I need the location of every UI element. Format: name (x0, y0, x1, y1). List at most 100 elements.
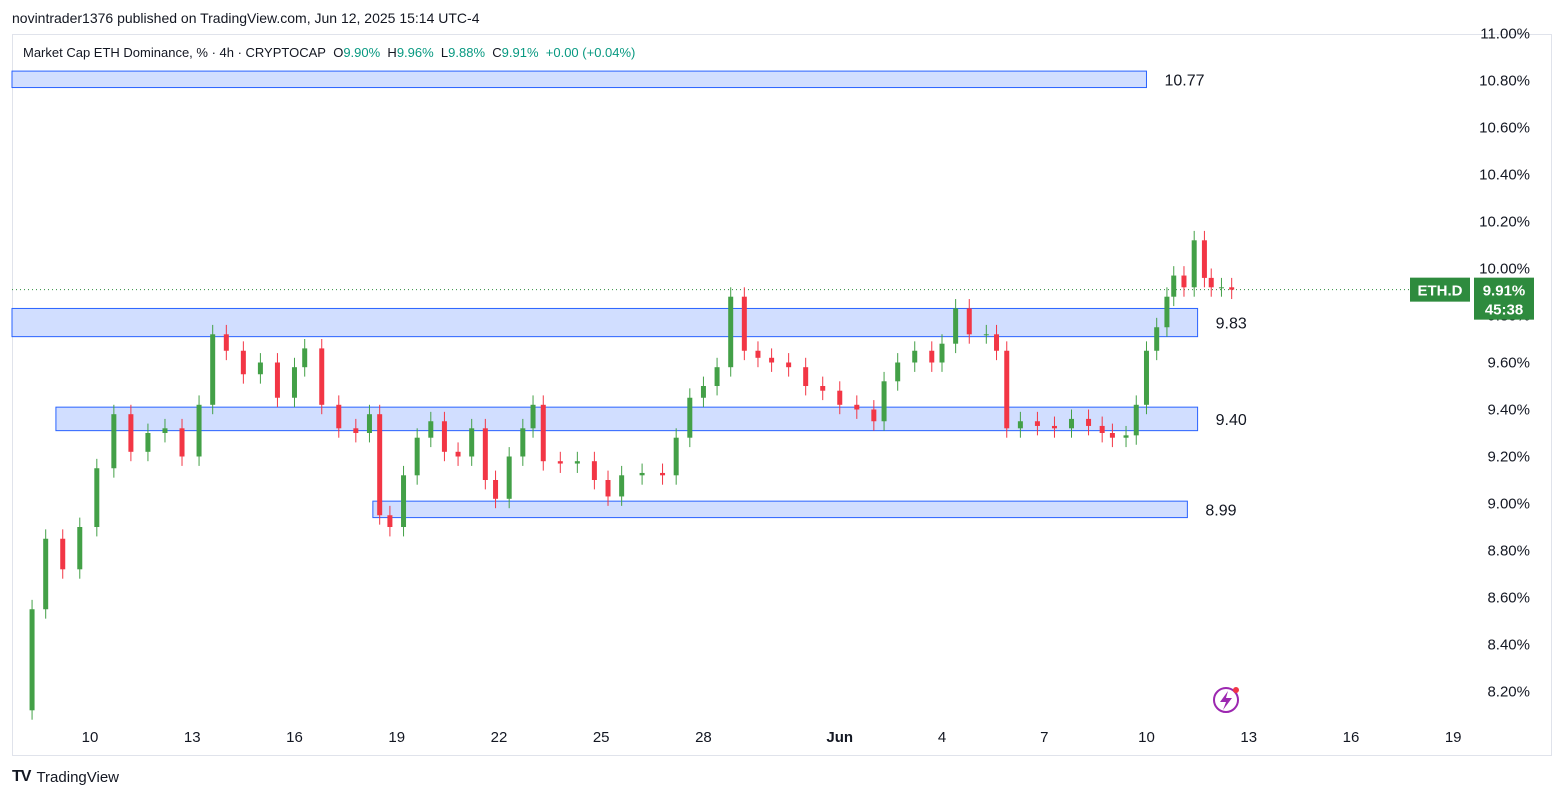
candle-body[interactable] (953, 308, 959, 344)
candle-body[interactable] (1099, 425, 1105, 433)
zone-rect[interactable] (372, 500, 1188, 519)
y-axis-tick-label: 8.60% (1487, 590, 1530, 607)
tradingview-footer[interactable]: TV TradingView (12, 768, 119, 786)
legend-change: +0.00 (+0.04%) (545, 45, 636, 60)
candle-body[interactable] (210, 334, 216, 405)
candle-body[interactable] (377, 414, 383, 516)
candle-body[interactable] (755, 350, 761, 358)
candle-body[interactable] (557, 461, 563, 464)
chart-pane[interactable] (12, 34, 1552, 756)
zone-rect[interactable] (11, 307, 1199, 338)
candle-body[interactable] (387, 515, 393, 527)
candle-body[interactable] (619, 475, 625, 497)
candle-body[interactable] (540, 404, 546, 462)
candle-body[interactable] (493, 480, 499, 499)
candle-body[interactable] (469, 428, 475, 457)
lightning-icon[interactable] (1213, 687, 1239, 713)
candle-body[interactable] (769, 357, 775, 363)
candle-body[interactable] (60, 538, 66, 570)
candle-body[interactable] (1086, 418, 1092, 426)
candle-body[interactable] (714, 367, 720, 386)
candle-body[interactable] (1218, 287, 1224, 289)
candle-body[interactable] (94, 468, 100, 527)
candle-body[interactable] (700, 386, 706, 398)
candle-body[interactable] (428, 421, 434, 438)
candle-body[interactable] (871, 409, 877, 422)
candle-body[interactable] (455, 451, 461, 457)
candle-body[interactable] (1051, 425, 1057, 429)
candle-body[interactable] (43, 538, 49, 610)
candle-body[interactable] (741, 296, 747, 351)
candle-body[interactable] (994, 334, 1000, 351)
candle-body[interactable] (820, 386, 826, 391)
candle-body[interactable] (786, 362, 792, 368)
candle-body[interactable] (77, 527, 83, 570)
candle-body[interactable] (639, 472, 645, 476)
candle-body[interactable] (1069, 418, 1075, 429)
candle-body[interactable] (353, 428, 359, 433)
candle-body[interactable] (591, 461, 597, 480)
candle-body[interactable] (145, 433, 151, 452)
candle-body[interactable] (1133, 404, 1139, 436)
candle-body[interactable] (1017, 421, 1023, 429)
candle-body[interactable] (854, 404, 860, 410)
candle-body[interactable] (274, 362, 280, 398)
candle-body[interactable] (291, 367, 297, 398)
candle-body[interactable] (881, 381, 887, 422)
candle-body[interactable] (895, 362, 901, 382)
candle-body[interactable] (1109, 433, 1115, 438)
candle-body[interactable] (1201, 240, 1207, 278)
legend-high-value: 9.96% (396, 45, 434, 60)
candle-body[interactable] (240, 350, 246, 375)
candle-body[interactable] (1171, 275, 1177, 297)
candle-body[interactable] (401, 475, 407, 527)
candle-body[interactable] (605, 480, 611, 497)
candle-body[interactable] (414, 437, 420, 476)
candle-body[interactable] (929, 350, 935, 363)
candle-body[interactable] (728, 296, 734, 368)
candle-body[interactable] (1164, 296, 1170, 328)
candle-body[interactable] (966, 308, 972, 335)
candle-body[interactable] (912, 350, 918, 363)
zone-rect[interactable] (11, 70, 1147, 89)
candle-body[interactable] (336, 404, 342, 429)
candle-body[interactable] (128, 414, 134, 452)
candle-body[interactable] (530, 404, 536, 429)
candle-body[interactable] (1181, 275, 1187, 288)
candle-body[interactable] (983, 334, 989, 336)
candle-body[interactable] (29, 609, 35, 711)
candle-body[interactable] (1143, 350, 1149, 405)
candle-body[interactable] (257, 362, 263, 375)
candle-body[interactable] (939, 343, 945, 363)
candle-body[interactable] (179, 428, 185, 457)
candle-body[interactable] (673, 437, 679, 476)
y-axis-tick-label: 9.00% (1487, 496, 1530, 513)
candle-body[interactable] (319, 348, 325, 405)
candle-body[interactable] (302, 348, 308, 368)
candle-body[interactable] (1123, 435, 1129, 438)
candle-body[interactable] (1034, 421, 1040, 426)
candle-body[interactable] (196, 404, 202, 457)
candle-body[interactable] (660, 472, 666, 476)
candle-body[interactable] (366, 414, 372, 433)
candle-body[interactable] (162, 428, 168, 433)
candle-body[interactable] (1004, 350, 1010, 429)
candle-body[interactable] (687, 397, 693, 438)
candle-body[interactable] (803, 367, 809, 386)
candle-body[interactable] (1191, 240, 1197, 288)
candle-body[interactable] (482, 428, 488, 480)
candle-body[interactable] (223, 334, 229, 351)
zone-rect[interactable] (55, 406, 1199, 432)
candle-body[interactable] (1154, 327, 1160, 351)
candle-body[interactable] (1229, 287, 1235, 290)
y-axis-tick-label: 8.80% (1487, 543, 1530, 560)
y-axis-tick-label: 10.60% (1479, 120, 1530, 137)
candle-body[interactable] (520, 428, 526, 457)
candle-body[interactable] (574, 461, 580, 464)
candle-body[interactable] (1208, 277, 1214, 288)
candle-body[interactable] (111, 414, 117, 469)
candle-body[interactable] (506, 456, 512, 499)
candle-body[interactable] (441, 421, 447, 452)
candle-body[interactable] (837, 390, 843, 405)
